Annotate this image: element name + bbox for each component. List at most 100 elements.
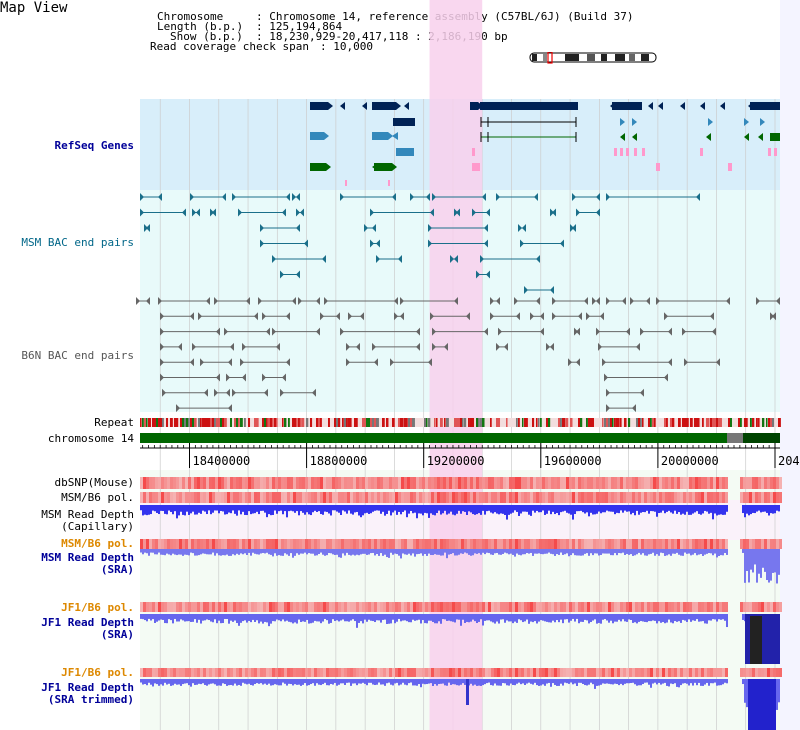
jf1-sra-depth-bar [304,614,306,622]
jf1-trimmed-depth-bar [550,679,552,687]
msm-b6-pol-cell [740,539,743,549]
bac-end [636,342,640,351]
jf1-sra-depth-bar [466,614,468,622]
jf1-b6-pol-cell [452,602,455,612]
msm-sra-depth-bar [298,549,300,555]
msm-b6-pol-cell [242,539,245,549]
repeat-element [588,418,591,427]
msm-b6-pol-cell [692,492,695,503]
gene-mark [656,163,660,171]
jf1-trimmed-depth-bar [604,679,606,684]
repeat-element [162,418,164,427]
jf1-b6-pol-cell [218,602,221,612]
msm-capillary-depth-bar [300,505,302,512]
jf1-trimmed-depth-bar [346,679,348,683]
dbsnp-cell [560,477,563,489]
bac-end [340,193,344,201]
jf1-trimmed-depth-bar [638,679,640,686]
jf1-trimmed-depth-bar [276,679,278,685]
msm-b6-pol-cell [779,492,782,503]
jf1-b6-pol-cell [218,668,221,677]
repeat-element [182,418,185,427]
msm-b6-pol-cell [470,492,473,503]
msm-capillary-depth-bar [502,505,504,514]
repeat-element [154,418,157,427]
jf1-trimmed-depth-bar [326,679,328,686]
msm-b6-pol-cell [713,492,716,503]
dbsnp-cell [293,477,296,489]
msm-b6-pol-cell [272,492,275,503]
bac-end [346,358,350,367]
dbsnp-cell [518,477,521,489]
repeat-element [186,418,189,427]
jf1-trimmed-depth-bar [140,679,142,683]
jf1-b6-pol-cell [491,668,494,677]
jf1-sra-depth-bar [450,614,452,622]
repeat-element [190,418,193,427]
msm-capillary-depth-bar [474,505,476,515]
msm-b6-pol-cell [698,539,701,549]
jf1-trimmed-depth-bar [742,679,744,685]
jf1-b6-pol-cell [167,668,170,677]
dbsnp-cell [377,477,380,489]
repeat-element [666,418,668,427]
jf1-b6-pol-cell [590,668,593,677]
msm-sra-depth-bar [234,549,236,556]
repeat-element [192,418,195,427]
repeat-element [482,418,485,427]
dbsnp-cell [233,477,236,489]
jf1-trimmed-depth-bar [174,679,176,684]
msm-b6-pol-cell [575,539,578,549]
jf1-trimmed-depth-bar [292,679,294,686]
jf1-b6-pol-cell [377,668,380,677]
gene-arrow [328,102,333,110]
jf1-b6-pol-cell [770,668,773,677]
bac-end [498,327,502,336]
repeat-element [540,418,542,427]
dbsnp-cell [590,477,593,489]
repeat-element [682,418,685,427]
bac-end [530,312,534,321]
jf1-b6-pol-cell [233,602,236,612]
dbsnp-cell [749,477,752,489]
dbsnp-cell [515,477,518,489]
bac-end [298,297,302,305]
dbsnp-cell [392,477,395,489]
jf1-trimmed-depth-bar [472,679,474,686]
jf1-sra-depth-bar [228,614,230,624]
jf1-trimmed-depth-bar [562,679,564,686]
bac-end [200,358,204,367]
dbsnp-cell [707,477,710,489]
msm-b6-pol-cell [602,492,605,503]
jf1-trimmed-depth-bar [700,679,702,686]
jf1-sra-depth-bar [634,614,636,623]
msm-capillary-depth-bar [156,505,158,513]
msm-b6-pol-cell [755,492,758,503]
dbsnp-cell [170,477,173,489]
jf1-sra-depth-bar [642,614,644,622]
jf1-b6-pol-cell [314,668,317,677]
jf1-sra-depth-bar [680,614,682,623]
msm-b6-pol-cell [221,492,224,503]
jf1-trimmed-depth-bar [456,679,458,686]
msm-capillary-depth-bar [182,505,184,515]
jf1-sra-depth-bar [520,614,522,621]
msm-b6-pol-cell [476,539,479,549]
repeat-element [146,418,148,427]
msm-sra-depth-bar [428,549,430,554]
msm-sra-depth-bar [710,549,712,554]
gene-mark [634,148,637,156]
chromosome-ideogram[interactable] [529,52,657,64]
bac-end [190,193,194,201]
msm-sra-depth-bar [434,549,436,555]
msm-capillary-depth-bar [246,505,248,516]
msm-b6-pol-cell [191,492,194,503]
dbsnp-cell [671,477,674,489]
msm-b6-pol-cell [638,539,641,549]
msm-sra-depth-bar [288,549,290,556]
jf1-b6-pol-cell [530,602,533,612]
msm-b6-pol-cell [776,492,779,503]
jf1-trimmed-depth-bar [776,679,778,710]
jf1-sra-depth-bar [174,614,176,619]
